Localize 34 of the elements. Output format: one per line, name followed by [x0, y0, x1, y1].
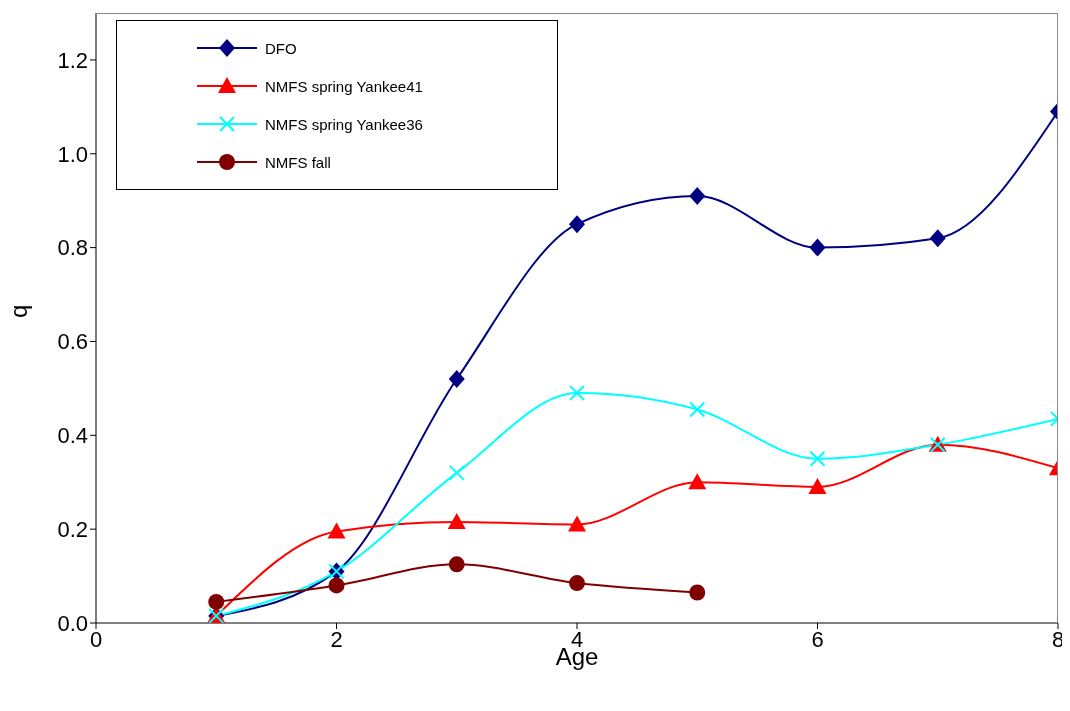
point — [929, 229, 946, 248]
y-tick-label: 0.8 — [57, 235, 88, 261]
y-tick-label: 0.4 — [57, 423, 88, 449]
y-axis-title: q — [4, 304, 32, 318]
legend-label: NMFS spring Yankee41 — [265, 77, 423, 95]
point — [688, 473, 707, 490]
y-tick-label: 1.0 — [57, 141, 88, 167]
point — [448, 370, 465, 388]
point — [689, 401, 706, 418]
legend-label: DFO — [265, 39, 297, 57]
legend-label: NMFS spring Yankee36 — [265, 115, 423, 133]
point — [809, 450, 826, 467]
x-tick-label: 0 — [89, 626, 103, 652]
point — [569, 575, 585, 592]
y-tick-label: 0.2 — [57, 516, 88, 542]
point — [327, 522, 346, 539]
x-tick-label: 2 — [330, 626, 343, 652]
point — [568, 515, 586, 532]
y-tick-label: 0.6 — [57, 329, 88, 355]
point — [328, 577, 345, 594]
point — [689, 584, 706, 601]
point — [569, 215, 585, 234]
point — [808, 477, 827, 494]
point — [689, 187, 706, 205]
point — [809, 238, 826, 257]
point — [208, 593, 225, 610]
point — [569, 385, 585, 402]
point — [447, 513, 466, 530]
y-tick-label: 0.0 — [57, 610, 88, 636]
point — [448, 464, 465, 481]
y-tick-label: 1.2 — [57, 47, 88, 73]
point — [448, 556, 465, 573]
legend-label: NMFS fall — [265, 153, 331, 171]
x-tick-label: 6 — [811, 626, 824, 652]
